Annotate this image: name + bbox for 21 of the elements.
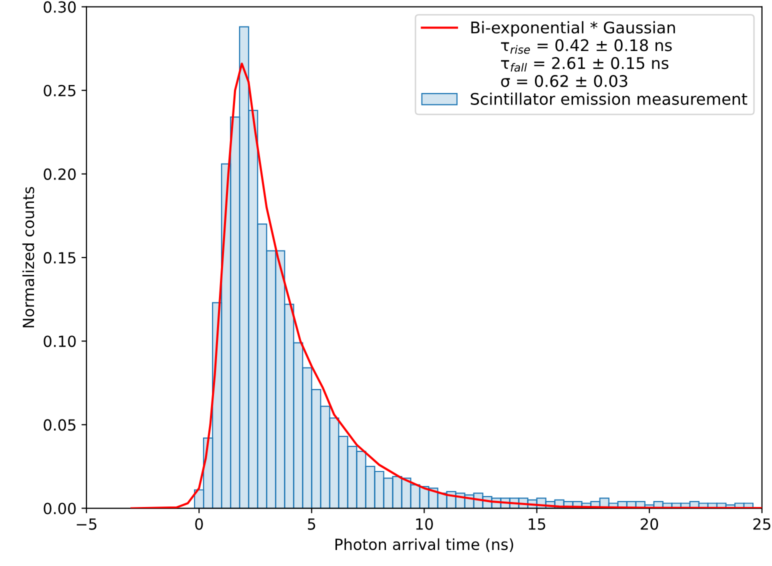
x-tick-label: 10 [416,518,433,530]
y-axis-title: Normalized counts [22,186,34,328]
y-tick-label: 0.25 [44,84,76,96]
legend-label: Scintillator emission measurement [470,92,748,105]
x-tick-label: −5 [76,518,96,530]
y-tick-label: 0.05 [44,419,76,431]
y-tick-label: 0.15 [44,252,76,264]
legend-label: Bi-exponential * Gaussian [471,21,675,37]
y-tick-label: 0.30 [44,1,76,13]
x-tick-label: 15 [528,518,546,530]
annotation: τ$_{rise}$ = 0.42 ± 0.18 ns [501,39,672,54]
y-tick-label: 0.00 [44,502,76,514]
x-tick-label: 20 [640,518,658,530]
annotation: σ = 0.62 ± 0.03 [501,75,628,88]
x-axis-title: Photon arrival time (ns) [335,538,514,552]
annotation: τ$_{fall}$ = 2.61 ± 0.15 ns [501,57,668,72]
y-tick-label: 0.20 [44,168,76,180]
x-tick-label: 0 [195,518,203,530]
y-tick-label: 0.10 [44,336,76,348]
x-tick-label: 5 [308,518,316,530]
x-tick-label: 25 [753,518,770,530]
